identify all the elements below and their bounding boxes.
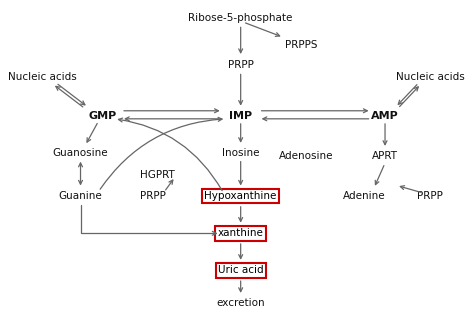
Text: IMP: IMP (229, 111, 252, 121)
Text: HGPRT: HGPRT (140, 169, 174, 180)
Text: PRPP: PRPP (228, 60, 254, 70)
Text: AMP: AMP (371, 111, 399, 121)
Text: Nucleic acids: Nucleic acids (8, 72, 77, 82)
Text: GMP: GMP (89, 111, 117, 121)
Text: Inosine: Inosine (222, 148, 259, 158)
Text: PRPP: PRPP (417, 191, 443, 201)
Text: Ribose-5-phosphate: Ribose-5-phosphate (189, 13, 293, 23)
Text: Nucleic acids: Nucleic acids (396, 72, 465, 82)
Text: Guanine: Guanine (59, 191, 102, 201)
Text: PRPP: PRPP (140, 191, 165, 201)
Text: Adenosine: Adenosine (279, 151, 333, 161)
Text: PRPPS: PRPPS (285, 40, 318, 49)
Text: Guanosine: Guanosine (53, 148, 109, 158)
Text: APRT: APRT (372, 151, 398, 161)
Text: excretion: excretion (216, 298, 265, 308)
Text: Adenine: Adenine (344, 191, 386, 201)
Text: Hypoxanthine: Hypoxanthine (204, 191, 277, 201)
Text: xanthine: xanthine (218, 228, 264, 238)
Text: Uric acid: Uric acid (218, 266, 264, 275)
